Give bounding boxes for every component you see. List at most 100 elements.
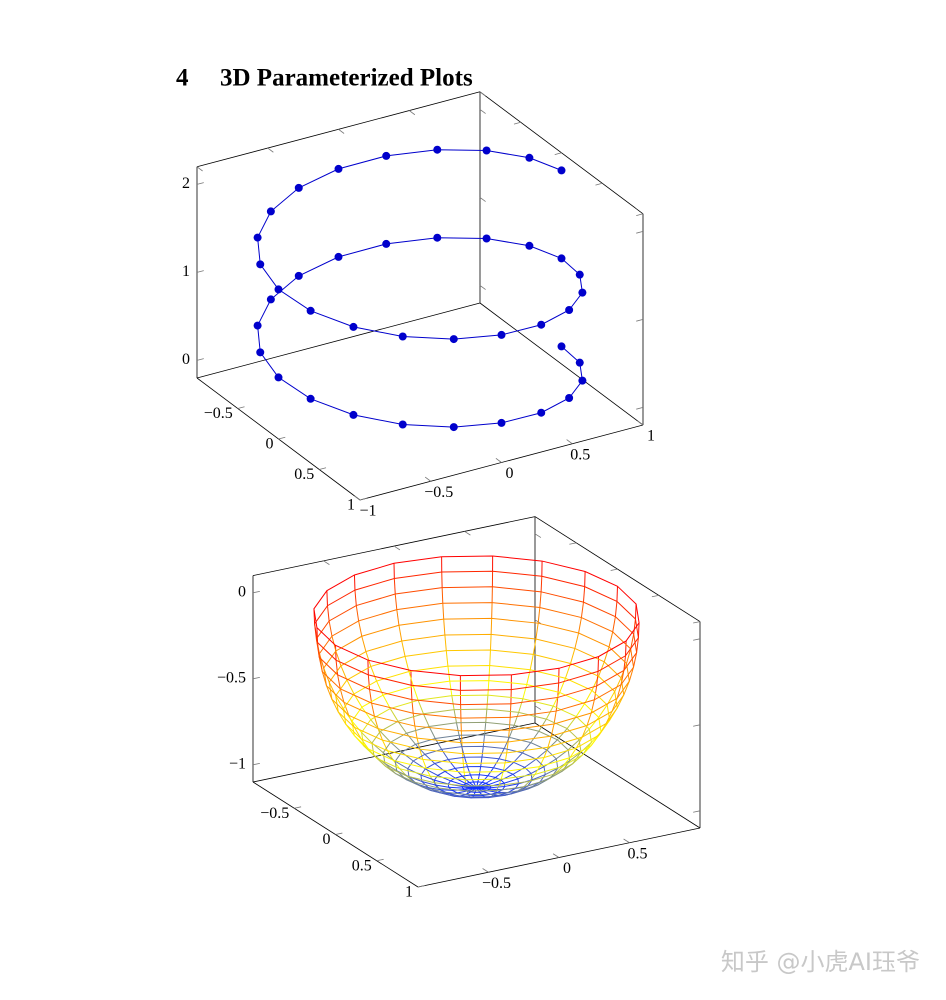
mesh-meridian	[420, 774, 435, 781]
mesh-meridian	[559, 678, 566, 693]
mesh-meridian	[381, 739, 389, 752]
mesh-meridian	[633, 618, 636, 635]
x-tick-label: 0.5	[628, 845, 648, 862]
mesh-meridian	[567, 739, 580, 751]
z-tick-mark	[196, 358, 204, 361]
mesh-meridian	[441, 587, 444, 604]
helix-marker	[449, 335, 458, 344]
mesh-meridian	[398, 625, 403, 642]
mesh-meridian	[404, 656, 410, 672]
mesh-meridian	[569, 751, 582, 762]
x-tick-mark	[464, 531, 471, 536]
y-tick-mark	[237, 406, 245, 409]
mesh-meridian	[444, 770, 456, 779]
helix-marker	[398, 420, 407, 429]
mesh-meridian	[361, 732, 373, 744]
mesh-meridian	[337, 711, 347, 725]
mesh-meridian	[376, 680, 384, 696]
mesh-meridian	[584, 690, 593, 705]
mesh-meridian	[422, 759, 427, 769]
helix-marker	[253, 233, 262, 242]
mesh-meridian	[486, 695, 489, 710]
z-tick-mark	[252, 590, 260, 594]
mesh-ring	[461, 781, 492, 793]
mesh-meridian	[422, 713, 430, 727]
mesh-meridian	[450, 780, 464, 786]
mesh-meridian	[448, 786, 463, 789]
y-tick-label: 0	[266, 436, 274, 453]
mesh-meridian	[412, 686, 419, 701]
mesh-meridian	[464, 757, 468, 767]
mesh-meridian	[596, 671, 599, 686]
mesh-meridian	[441, 749, 449, 760]
mesh-meridian	[437, 774, 451, 782]
y-tick-label: −0.5	[260, 805, 289, 822]
mesh-meridian	[394, 760, 408, 770]
mesh-meridian	[578, 617, 582, 634]
mesh-meridian	[485, 709, 488, 723]
mesh-meridian	[354, 590, 357, 606]
x-tick-mark	[424, 476, 431, 482]
x-tick-mark	[566, 439, 573, 445]
axis-box-edge	[196, 302, 481, 379]
mesh-meridian	[570, 648, 576, 664]
mesh-meridian	[335, 695, 344, 710]
x-tick-label: −0.5	[482, 875, 511, 892]
mesh-meridian	[539, 757, 545, 767]
helix-marker	[482, 234, 491, 243]
helix-marker	[398, 332, 407, 341]
mesh-meridian	[439, 789, 452, 791]
x-tick-label: −0.5	[424, 484, 453, 501]
mesh-meridian	[564, 663, 572, 679]
mesh-meridian	[335, 660, 339, 675]
mesh-meridian	[331, 699, 339, 713]
helix-marker	[306, 394, 315, 403]
x-tick-mark	[267, 147, 274, 153]
mesh-ring	[382, 721, 571, 792]
x-tick-mark	[495, 457, 502, 463]
mesh-meridian	[361, 706, 372, 720]
mesh-meridian	[582, 586, 586, 603]
mesh-meridian	[425, 768, 438, 776]
y-tick-mark	[693, 621, 701, 624]
z-tick-mark	[636, 231, 644, 234]
helix-marker	[565, 305, 574, 314]
z-tick-mark	[636, 407, 644, 410]
z-tick-mark	[636, 319, 644, 322]
mesh-meridian	[608, 631, 614, 648]
mesh-ring	[420, 756, 533, 799]
mesh-meridian	[625, 640, 627, 656]
mesh-meridian	[453, 709, 457, 723]
y-tick-mark	[319, 467, 327, 470]
x-tick-mark	[393, 545, 401, 551]
helix-marker	[274, 373, 283, 382]
mesh-meridian	[369, 689, 373, 704]
helix-marker	[497, 330, 506, 339]
mesh-meridian	[557, 683, 560, 698]
x-tick-mark	[409, 110, 416, 116]
mesh-meridian	[462, 763, 465, 773]
helix-marker	[256, 260, 265, 269]
mesh-meridian	[454, 768, 463, 777]
y-tick-mark	[513, 121, 521, 125]
mesh-meridian	[513, 712, 520, 726]
z-tick-label: 0	[238, 583, 246, 600]
mesh-ring	[323, 617, 630, 732]
mesh-meridian	[397, 721, 407, 734]
mesh-meridian	[636, 637, 639, 653]
mesh-meridian	[593, 685, 598, 700]
z-tick-label: 1	[182, 263, 190, 280]
mesh-meridian	[379, 731, 391, 743]
mesh-meridian	[488, 665, 491, 681]
mesh-meridian	[458, 735, 463, 747]
mesh-ring	[433, 765, 520, 798]
mesh-meridian	[343, 702, 350, 716]
x-tick-mark	[637, 420, 644, 426]
x-tick-label: 0.5	[570, 446, 590, 463]
mesh-meridian	[447, 666, 451, 682]
mesh-meridian	[390, 741, 403, 753]
mesh-meridian	[424, 754, 436, 764]
mesh-meridian	[406, 732, 416, 745]
mesh-ring	[371, 708, 582, 787]
